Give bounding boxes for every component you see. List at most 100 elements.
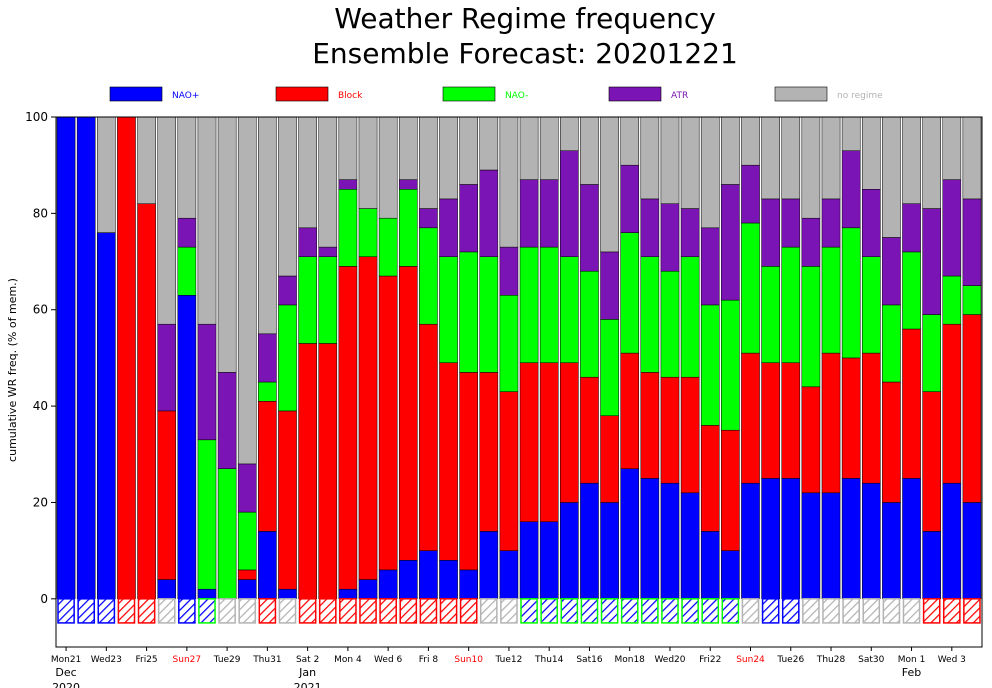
bar-block [258,401,277,532]
legend-label-atr: ATR [671,91,688,101]
bar-nao [338,588,358,600]
bar-no-regime [318,116,338,248]
bar-nao [157,579,177,600]
x-tick-label: Tue12 [495,655,523,665]
bar-no-regime [157,116,177,325]
dominant-marker-block [137,598,156,624]
legend-label-no-regime: no regime [837,91,883,101]
bar-nao [620,232,640,354]
bar-nao [56,116,76,600]
bar-nao [439,256,458,363]
bar-no-regime [902,116,921,204]
bar-nao [841,227,861,359]
bar-atr [821,198,841,248]
bar-no-regime [298,116,317,229]
bar-atr [640,198,660,257]
y-axis-label: cumulative WR freq. (% of mem.) [6,278,19,462]
year-label: 2021 [294,681,322,688]
bar-block [721,429,740,551]
bar-nao [680,256,700,378]
bar-atr [217,372,237,469]
dominant-marker-nao [701,598,720,624]
bar-block [499,391,519,551]
bar-nao [358,579,378,600]
bar-block [278,410,297,590]
y-tick-label: 40 [33,399,48,413]
bar-block [358,256,378,580]
bar-nao [398,189,418,267]
bar-no-regime [761,116,780,200]
bar-atr [781,198,801,248]
bar-block [419,323,438,551]
bar-nao [439,560,458,600]
bar-no-regime [841,116,861,151]
bar-nao [801,492,821,600]
bar-nao [358,208,378,257]
bar-block [680,376,700,494]
x-tick-label: Sun24 [736,655,765,665]
y-tick-label: 20 [33,495,48,509]
dominant-marker-block [359,598,377,624]
bar-nao [741,482,760,600]
bar-no-regime [217,116,237,373]
bar-nao [459,569,478,600]
bar-nao [419,227,438,325]
bar-no-regime [721,116,740,185]
bar-no-regime [459,116,478,185]
bar-no-regime [378,116,398,219]
dominant-marker-no-regime [822,598,840,624]
bar-nao [721,550,740,600]
dominant-marker-nao [600,598,619,624]
bar-no-regime [419,116,438,209]
bar-nao [882,304,901,383]
dominant-marker-nao [57,598,75,624]
bar-atr [882,237,901,306]
bar-block [137,203,156,600]
bar-nao [479,256,499,373]
legend-label-nao: NAO- [505,91,528,101]
bar-nao [398,560,418,600]
dominant-marker-no-regime [741,598,760,624]
bar-no-regime [700,116,720,229]
bar-nao [861,482,881,600]
bar-no-regime [620,116,640,166]
x-tick-label: Thu28 [816,655,846,665]
bar-nao [922,314,941,392]
dominant-marker-nao [97,598,116,624]
bar-nao [761,478,780,600]
bar-atr [157,323,177,412]
legend-swatch-nao [442,86,496,102]
bar-atr [861,189,881,257]
dominant-marker-nao [560,598,579,624]
dominant-marker-block [258,598,277,624]
bar-block [157,410,177,580]
bar-no-regime [640,116,660,200]
dominant-marker-block [318,598,337,624]
x-tick-label: Wed 3 [938,655,966,665]
bar-block [660,376,680,484]
dominant-marker-no-regime [500,598,518,624]
x-tick-label: Sat 2 [296,655,319,665]
bar-no-regime [137,116,156,204]
bar-nao [580,270,599,378]
bar-nao [197,588,217,600]
bar-block [741,352,760,484]
bar-nao [580,482,599,600]
dominant-marker-no-regime [842,598,860,624]
bar-atr [539,179,559,248]
bar-nao [882,502,901,600]
bar-no-regime [237,116,257,465]
bar-atr [700,227,720,306]
x-tick-label: Sat30 [858,655,884,665]
x-tick-label: Sun10 [454,655,483,665]
bar-no-regime [278,116,297,277]
bar-nao [962,285,982,315]
bar-atr [741,164,760,224]
bar-nao [258,531,277,600]
bar-atr [942,179,962,277]
bar-block [942,323,962,484]
x-tick-label: Fri22 [699,655,721,665]
bar-nao [419,550,438,600]
bar-block [801,386,821,494]
x-tick-label: Mon 1 [898,655,926,665]
